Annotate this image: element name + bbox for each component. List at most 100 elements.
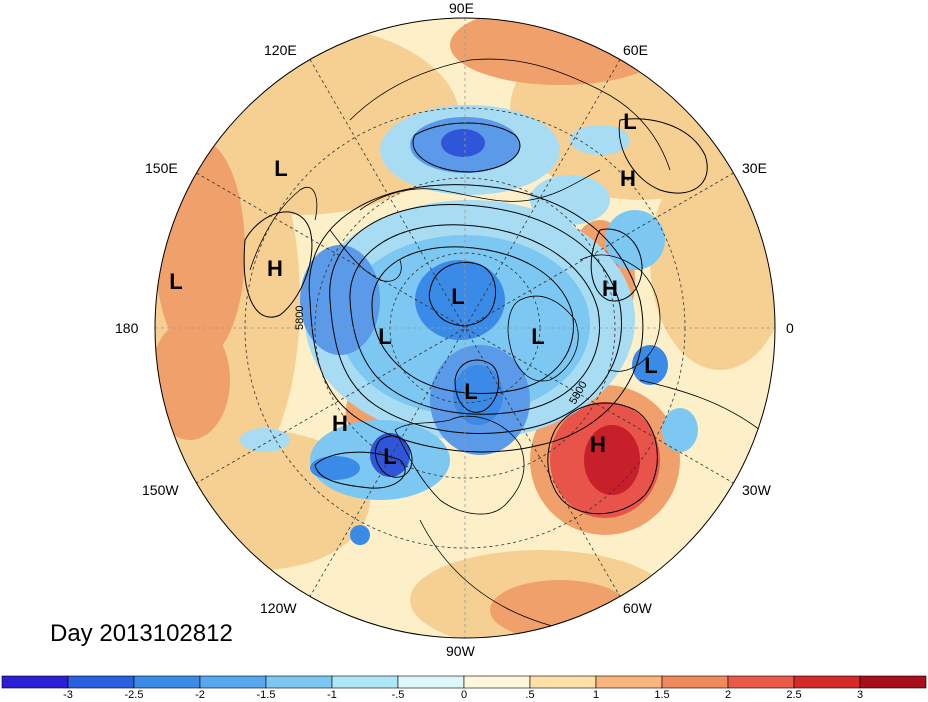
- blue-anomaly-canada-core: [453, 365, 503, 425]
- colorbar-segment: [529, 675, 597, 689]
- coastline-north-america: [394, 415, 525, 515]
- coastline-greenland: [507, 295, 579, 382]
- meridian-60-120w: [309, 59, 621, 597]
- orange-patch-east: [650, 150, 775, 370]
- colorbar-tick-label: -2: [195, 689, 205, 701]
- pressure-center-h1: H: [267, 256, 283, 281]
- colorbar-segment: [265, 675, 333, 689]
- height-contour-8: [547, 402, 658, 515]
- anomaly-field: [155, 18, 775, 638]
- lon-label-90w: 90W: [446, 643, 475, 659]
- blue-anomaly-black-sea: [605, 210, 665, 270]
- coastline-alaska: [329, 229, 402, 282]
- height-contour-9: [314, 451, 406, 489]
- height-contour-11: [618, 118, 708, 194]
- pressure-center-h2: H: [332, 411, 348, 436]
- blue-anomaly-ural: [530, 175, 610, 225]
- pressure-center-l4: L: [378, 324, 391, 349]
- colorbar-tick-label: 3: [856, 689, 864, 701]
- lon-label-60w: 60W: [623, 600, 652, 616]
- lon-label-120w: 120W: [260, 600, 297, 616]
- colorbar-tick-label: .5: [525, 689, 535, 701]
- coastline-eurasia-north: [359, 169, 601, 211]
- lon-label-150w: 150W: [142, 482, 179, 498]
- colorbar: [1, 675, 927, 689]
- blue-anomaly-pacific: [300, 245, 380, 355]
- colorbar-tick-label: 2: [724, 689, 732, 701]
- blue-anomaly-siberia-center: [441, 129, 485, 157]
- meridian-150-30w: [196, 172, 734, 484]
- pressure-center-l8: L: [623, 109, 636, 134]
- height-contour-3: [349, 224, 600, 415]
- colorbar-segment: [793, 675, 861, 689]
- lon-label-120e: 120E: [264, 42, 297, 58]
- lon-label-60e: 60E: [623, 42, 648, 58]
- colorbar-segment: [661, 675, 729, 689]
- blue-anomaly-iberia: [632, 345, 668, 385]
- contour-label-5800-west: 5800: [294, 306, 306, 330]
- colorbar-segment: [727, 675, 795, 689]
- colorbar-segment: [595, 675, 663, 689]
- latitude-circle-2: [314, 177, 616, 479]
- colorbar-segment: [67, 675, 135, 689]
- map-title: Day 2013102812: [50, 620, 233, 647]
- graticule: [155, 18, 775, 638]
- pressure-center-l2: L: [169, 269, 182, 294]
- lon-label-30e: 30E: [742, 160, 767, 176]
- colorbar-segment: [463, 675, 531, 689]
- pressure-center-l9: L: [644, 353, 657, 378]
- pressure-center-l7: L: [464, 379, 477, 404]
- colorbar-tick-label: -3: [63, 689, 73, 701]
- colorbar-tick-label: 2.5: [786, 689, 802, 701]
- height-contour-12: [590, 228, 643, 302]
- colorbar-segment: [199, 675, 267, 689]
- colorbar-segment: [397, 675, 465, 689]
- height-contour-13: [412, 122, 521, 173]
- pressure-center-l1: L: [274, 156, 287, 181]
- height-contour-7: [243, 211, 313, 318]
- colorbar-segment: [1, 675, 69, 689]
- coastline-asia: [349, 58, 671, 171]
- blue-anomaly-npac-low-core: [370, 433, 410, 477]
- blue-anomaly-npac-w: [310, 456, 360, 480]
- coastline-africa: [639, 379, 761, 431]
- blue-anomaly-asia-east: [570, 125, 630, 155]
- height-contour-4: [371, 246, 574, 394]
- pressure-center-h4: H: [620, 166, 636, 191]
- pressure-center-l3: L: [383, 444, 396, 469]
- lon-label-30w: 30W: [742, 482, 771, 498]
- lon-label-90e: 90E: [449, 0, 474, 16]
- pressure-center-l5: L: [451, 284, 464, 309]
- colorbar-tick-label: -.5: [391, 689, 405, 701]
- blue-anomaly-africa: [662, 408, 698, 452]
- height-contour-6: [454, 359, 500, 413]
- colorbar-tick-label: 1.5: [654, 689, 670, 701]
- pressure-center-h3: H: [590, 432, 606, 457]
- orange-patch-s2: [490, 580, 630, 638]
- height-contour-2: [329, 204, 622, 434]
- colorbar-segment: [331, 675, 399, 689]
- pressure-center-h5: H: [602, 276, 618, 301]
- map-boundary: [154, 17, 776, 639]
- pressure-centers: L H L H L L H L L L L H L H: [169, 109, 657, 469]
- meridian-120-60w: [309, 59, 621, 597]
- colorbar-tick-label: 0: [460, 689, 468, 701]
- lon-label-150e: 150E: [145, 160, 178, 176]
- coastline-japan: [249, 187, 318, 271]
- colorbar-tick-label: -1: [327, 689, 337, 701]
- lon-label-0: 0: [786, 320, 794, 336]
- orange-patch-w3: [155, 320, 230, 440]
- blue-anomaly-mexico: [350, 525, 370, 545]
- colorbar-tick-label: -2.5: [124, 689, 144, 701]
- height-contour-10: [374, 435, 413, 478]
- colorbar-tick-label: -1.5: [256, 689, 276, 701]
- pressure-center-l6: L: [531, 324, 544, 349]
- lon-label-180: 180: [115, 320, 139, 336]
- colorbar-segment: [133, 675, 201, 689]
- colorbar-segment: [859, 675, 927, 689]
- coastline-europe: [579, 254, 661, 372]
- colorbar-tick-label: 1: [592, 689, 600, 701]
- meridian-30-150w: [196, 172, 734, 484]
- blue-anomaly-hawaii: [240, 428, 290, 452]
